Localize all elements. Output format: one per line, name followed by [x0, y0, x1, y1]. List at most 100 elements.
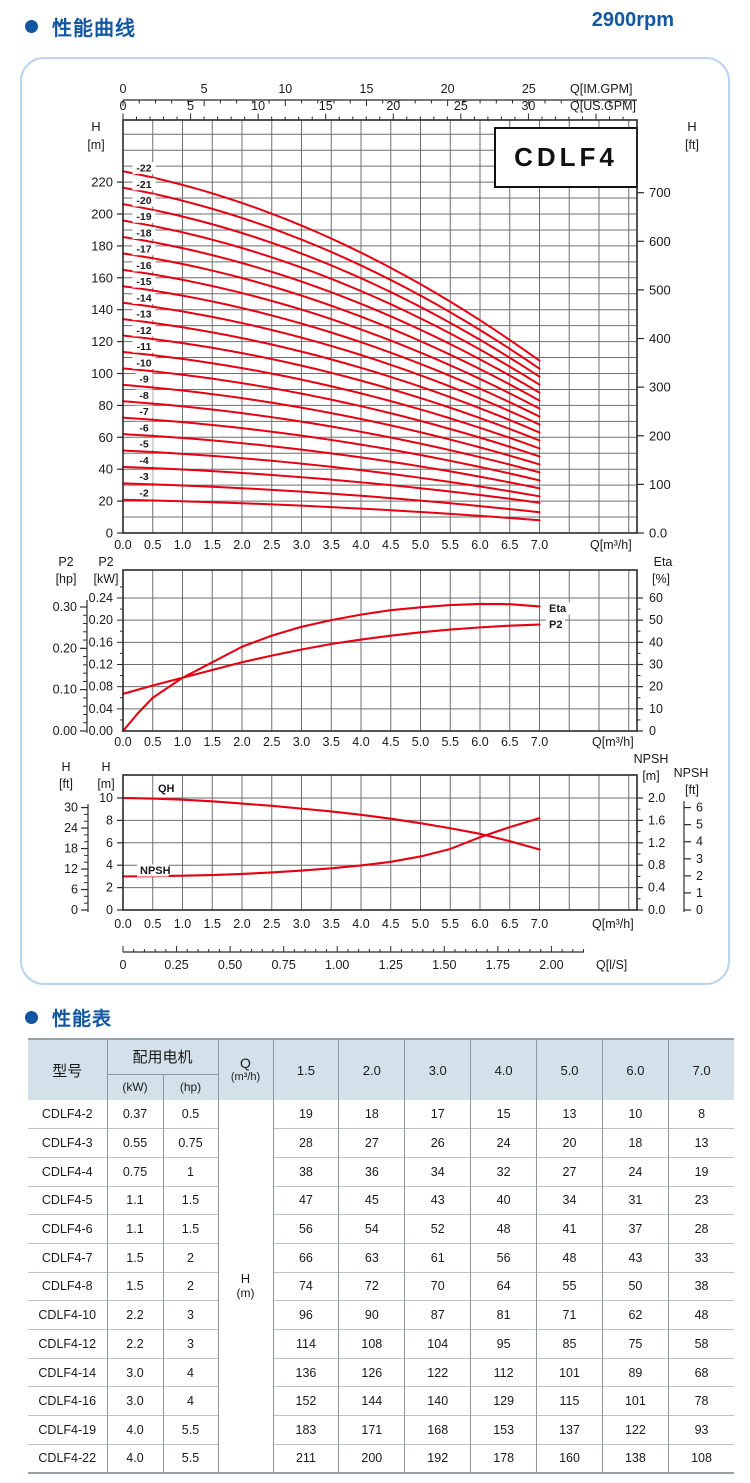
qh-axis-bottom: 0.0 0.5 1.0 1.5 2.0 2.5 3.0 3.5 4.0 4.5 5.0 5.5 6.0 6…	[114, 917, 633, 931]
cell-head-value: 48	[667, 1300, 735, 1330]
h-m-tick: 140	[91, 302, 113, 317]
h-m-tick: 80	[99, 398, 113, 413]
main-axis-right: 700 600 500 400 300 200 100 0.0 H [ft]	[637, 119, 699, 541]
cell-kw: 3.0	[106, 1357, 163, 1387]
hm-tick: 6	[106, 836, 113, 850]
q-tick: 1.0	[174, 538, 191, 552]
npshm-tick: 1.6	[648, 813, 665, 827]
curve-section-title: 性能曲线	[52, 18, 136, 40]
q-tick: 5.5	[442, 735, 459, 749]
cell-head-value: 8	[667, 1100, 735, 1129]
cell-head-value: 75	[601, 1329, 669, 1359]
kw-tick: 0.24	[89, 591, 113, 605]
cell-head-value: 122	[404, 1357, 471, 1387]
cell-model: CDLF4-16	[28, 1386, 107, 1416]
header-model: 型号	[28, 1039, 107, 1100]
q-tick: 1.5	[204, 917, 221, 931]
header-q-symbol: Q	[240, 1055, 251, 1071]
eta-tick: 60	[649, 591, 663, 605]
axis-unit: [m]	[97, 777, 114, 791]
npshft-tick: 1	[696, 886, 703, 900]
cell-head-value: 61	[404, 1242, 471, 1273]
us-gpm-tick: 25	[454, 99, 468, 113]
header-q-value: 6.0	[601, 1039, 669, 1100]
stage-label: -2	[139, 487, 148, 499]
p2-axis-eta: 60 50 40 30 20 10 0 Eta [%]	[637, 555, 672, 738]
ls-tick: 1.75	[486, 958, 510, 972]
stage-label: -10	[136, 357, 151, 369]
hft-tick: 12	[64, 862, 78, 876]
q-tick: 5.0	[412, 735, 429, 749]
cell-head-value: 64	[470, 1271, 537, 1301]
cell-hp: 4	[162, 1357, 218, 1387]
cell-head-value: 192	[404, 1443, 471, 1473]
main-axis-bottom: 0.0 0.5 1.0 1.5 2.0 2.5 3.0 3.5 4.0 4.5 5.0 5.5 6.0 6…	[114, 538, 631, 552]
us-gpm-tick: 15	[319, 99, 333, 113]
cell-kw: 0.55	[106, 1128, 163, 1158]
ls-axis: 0 0.25 0.50 0.75 1.00 1.25 1.50 1.75 2.00 Q[l/S]	[120, 946, 627, 972]
cell-head-value: 19	[667, 1156, 735, 1187]
cell-kw: 0.75	[106, 1156, 163, 1187]
cell-model: CDLF4-10	[28, 1300, 107, 1330]
table-header-row: 型号 配用电机 Q (m³/h) 1.5 2.0 3.0 4.0 5.0 6.0 7.0	[28, 1039, 735, 1100]
ls-tick: 0.25	[164, 958, 188, 972]
ls-tick: 0.50	[218, 958, 242, 972]
table-row: CDLF4-14 3.0 4 136 126 122 112 101 89 68	[28, 1357, 735, 1387]
table-row: CDLF4-5 1.1 1.5 47 45 43 40 34 31 23	[28, 1185, 735, 1215]
p2-frame	[122, 569, 638, 732]
ls-tick: 1.25	[379, 958, 403, 972]
cell-head-value: 55	[536, 1271, 603, 1301]
table-section-title: 性能表	[52, 1009, 113, 1030]
qh-axis-ft: 30 24 18 12 6 0 H [ft]	[59, 760, 89, 917]
stage-label: -22	[136, 163, 151, 175]
npshm-tick: 1.2	[648, 836, 665, 850]
kw-tick: 0.12	[89, 657, 113, 671]
cell-head-value: 140	[404, 1386, 471, 1416]
cell-hp: 4	[162, 1386, 218, 1416]
q-tick: 1.0	[174, 917, 191, 931]
cell-head-value: 183	[272, 1415, 339, 1445]
cell-head-value: 78	[667, 1386, 735, 1416]
cell-head-value: 43	[601, 1242, 669, 1273]
cell-head-value: 56	[470, 1242, 537, 1273]
q-tick: 4.5	[382, 735, 399, 749]
axis-title: H	[61, 760, 70, 774]
kw-tick: 0.08	[89, 680, 113, 694]
cell-head-value: 89	[601, 1357, 669, 1387]
eta-tick: 0	[649, 724, 656, 738]
cell-kw: 4.0	[106, 1415, 163, 1445]
npshm-tick: 0.8	[648, 858, 665, 872]
eta-tick: 50	[649, 613, 663, 627]
q-tick: 2.5	[263, 538, 280, 552]
npshft-tick: 4	[696, 835, 703, 849]
cell-head-value: 115	[536, 1386, 603, 1416]
cell-head-value: 33	[667, 1242, 735, 1273]
h-m-tick: 160	[91, 270, 113, 285]
q-tick: 7.0	[531, 538, 548, 552]
qh-axis-m: 10 8 6 4 2 0 H [m]	[97, 760, 123, 917]
q-tick: 0.5	[144, 538, 161, 552]
header-motor: 配用电机	[106, 1039, 218, 1075]
cell-head-value: 17	[404, 1100, 471, 1129]
stage-label: -21	[136, 179, 151, 191]
h-ft-tick: 600	[649, 234, 671, 249]
axis-title: P2	[98, 555, 113, 569]
p2-axis-bottom: 0.0 0.5 1.0 1.5 2.0 2.5 3.0 3.5 4.0 4.5 5.0 5.5 6.0 6…	[114, 735, 633, 749]
qh-grid	[123, 775, 637, 910]
cell-head-value: 34	[536, 1185, 603, 1215]
axis-title: H	[687, 119, 696, 134]
stage-label: -19	[136, 211, 151, 223]
hft-tick: 18	[64, 842, 78, 856]
cell-model: CDLF4-2	[41, 1107, 93, 1122]
header-q-value: 2.0	[338, 1039, 405, 1100]
cell-head-value: 114	[272, 1329, 339, 1359]
axis-unit: [kW]	[94, 572, 119, 586]
h-m-tick: 60	[99, 430, 113, 445]
hp-tick: 0.00	[53, 724, 77, 738]
q-tick: 1.0	[174, 735, 191, 749]
eta-tick: 30	[649, 657, 663, 671]
main-chart-curves	[122, 170, 541, 522]
q-tick: 7.0	[531, 735, 548, 749]
main-curve-labels: -2 -3 -4 -5 -6 -7 -8 -9 -10 -11 -12 -13 -14 -15 -16 -17…	[132, 162, 156, 499]
stage-label: -8	[139, 390, 148, 402]
